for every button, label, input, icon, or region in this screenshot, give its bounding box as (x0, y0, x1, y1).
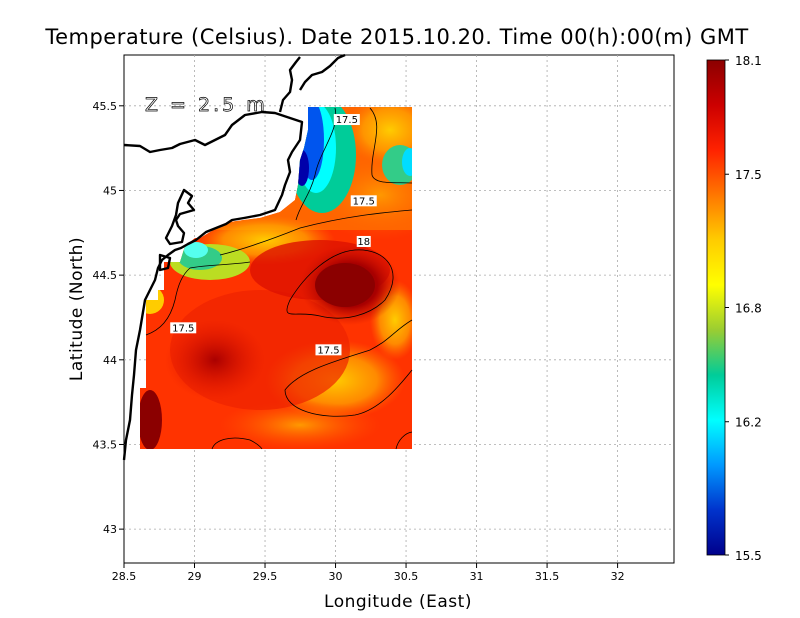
colorbar-tick-label: 16.2 (735, 416, 762, 430)
contour-line-south (284, 319, 413, 417)
coastline-lagoon (158, 253, 172, 272)
depth-annotation: Z = 2.5 m (145, 94, 268, 116)
southern-orange (220, 400, 380, 449)
coastline (122, 53, 346, 461)
contour-label: 17.5 (172, 323, 194, 334)
x-tick-label: 32 (611, 570, 625, 583)
contour-label-bg (350, 195, 377, 207)
cold-northeast-cyan (402, 148, 412, 176)
shelf-cyan (184, 242, 208, 258)
y-tick-label: 44 (103, 354, 117, 367)
contour-label-bg (333, 114, 360, 126)
x-axis-label: Longitude (East) (324, 592, 472, 612)
contour-label-bg (315, 344, 342, 356)
chart-title: Temperature (Celsius). Date 2015.10.20. … (44, 25, 748, 49)
colorbar-ticks: 18.1 17.5 16.8 16.2 15.5 (725, 54, 762, 563)
y-axis-ticks: 43 43.5 44 44.5 45 45.5 (93, 100, 124, 536)
darkred-west (165, 320, 265, 400)
colorbar-tick-label: 18.1 (735, 54, 762, 68)
contour-label-bg (356, 235, 371, 247)
contour-label: 17.5 (336, 115, 358, 126)
warm-core-inner (315, 263, 375, 307)
y-tick-label: 45 (103, 184, 117, 197)
x-axis-ticks: 28.5 29 29.5 30 30.5 31 31.5 32 (112, 563, 625, 583)
y-tick-label: 43 (103, 523, 117, 536)
contour-line-southeast (395, 431, 413, 450)
y-tick-label: 44.5 (93, 269, 118, 282)
colorbar (706, 59, 726, 556)
coastline-northeast (278, 56, 301, 113)
x-tick-label: 28.5 (112, 570, 137, 583)
x-tick-label: 30 (329, 570, 343, 583)
contour-label: 18 (357, 237, 370, 248)
contour-label-bg (170, 322, 197, 334)
x-tick-label: 29.5 (253, 570, 278, 583)
contour-line-southwest (211, 437, 263, 450)
contour-label: 17.5 (317, 345, 339, 356)
contour-label: 17.5 (353, 196, 375, 207)
colorbar-tick-label: 15.5 (735, 549, 762, 563)
yellow-north (345, 107, 412, 165)
contour-line-northeast (369, 107, 413, 184)
y-tick-label: 43.5 (93, 438, 118, 451)
contour-line-west (145, 261, 251, 336)
contour-line-north (295, 107, 337, 221)
colorbar-tick-label: 17.5 (735, 168, 762, 182)
contour-labels: 17.5 17.5 18 17.5 17.5 (170, 114, 377, 356)
x-tick-label: 31 (470, 570, 484, 583)
x-tick-label: 29 (188, 570, 202, 583)
y-axis-label: Latitude (North) (67, 237, 87, 381)
coastline-spit (298, 53, 346, 91)
x-tick-label: 31.5 (535, 570, 560, 583)
coastline-danube-delta (164, 188, 196, 246)
y-tick-label: 45.5 (93, 100, 118, 113)
coastline-main (122, 110, 304, 461)
x-tick-label: 30.5 (394, 570, 419, 583)
colorbar-tick-label: 16.8 (735, 302, 762, 316)
darkred-southwest (140, 390, 162, 449)
contour-line-east (219, 209, 413, 256)
